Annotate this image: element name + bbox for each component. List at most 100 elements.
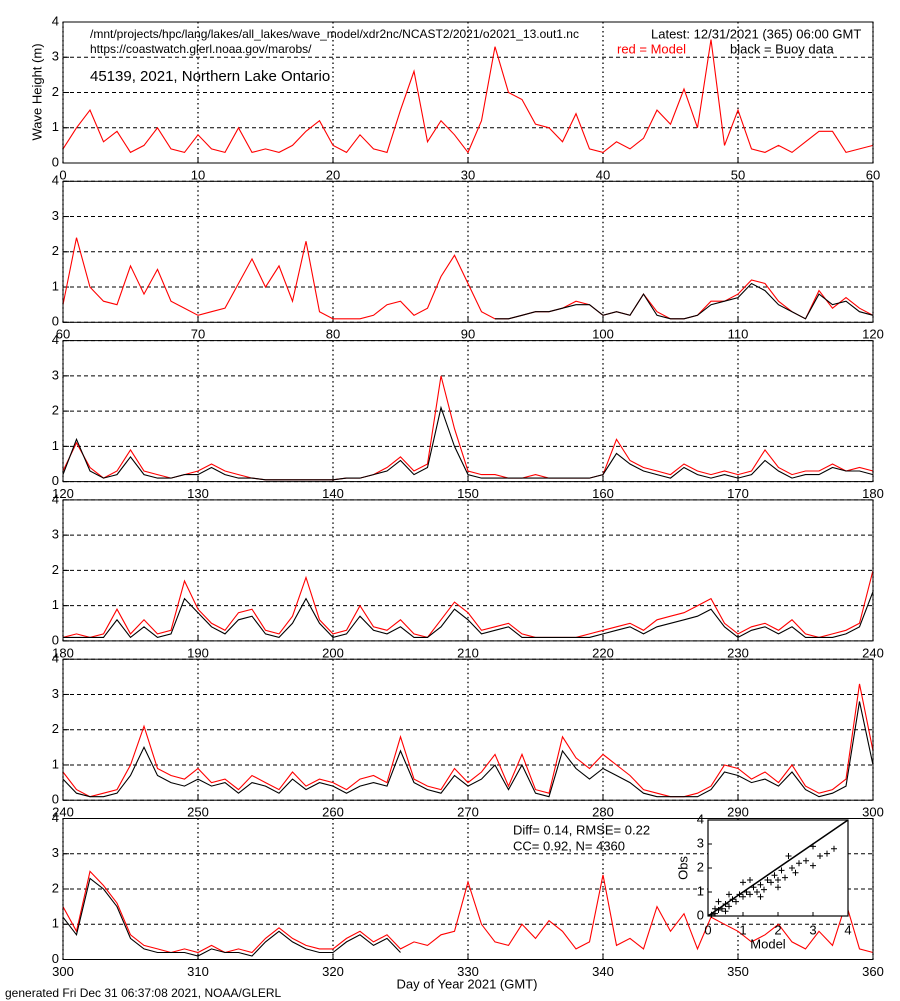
y-tick-label: 2 — [52, 562, 59, 577]
y-tick-label: 0 — [52, 473, 59, 488]
inset-x-tick-label: 1 — [739, 922, 746, 937]
y-tick-label: 1 — [52, 278, 59, 293]
x-tick-label: 360 — [862, 964, 884, 979]
inset-x-tick-label: 2 — [774, 922, 781, 937]
scatter-point — [712, 905, 718, 912]
x-tick-label: 120 — [52, 486, 74, 501]
series-line — [62, 701, 874, 798]
y-tick-label: 3 — [52, 686, 59, 701]
y-tick-label: 3 — [52, 367, 59, 382]
inset-y-tick-label: 0 — [697, 907, 704, 922]
inset-y-tick-label: 2 — [697, 859, 704, 874]
series-line — [62, 683, 874, 798]
scatter-point — [757, 893, 764, 900]
x-tick-label: 130 — [187, 486, 209, 501]
x-tick-label: 140 — [322, 486, 344, 501]
x-tick-label: 300 — [862, 805, 884, 820]
plot-frame — [62, 21, 874, 164]
x-tick-label: 210 — [457, 645, 479, 660]
scatter-point — [715, 898, 722, 905]
scatter-point — [757, 881, 764, 888]
scatter-point — [740, 893, 746, 900]
y-tick-label: 4 — [52, 651, 59, 666]
y-tick-label: 2 — [52, 880, 59, 895]
scatter-point — [750, 884, 757, 891]
y-tick-label: 2 — [52, 84, 59, 99]
x-tick-label: 90 — [461, 327, 475, 342]
scatter-point — [726, 891, 732, 898]
scatter-point — [778, 867, 785, 874]
y-tick-label: 1 — [52, 916, 59, 931]
y-tick-label: 0 — [52, 632, 59, 647]
x-tick-label: 200 — [322, 645, 344, 660]
y-tick-label: 4 — [52, 332, 59, 347]
scatter-point — [715, 907, 722, 913]
y-tick-label: 1 — [52, 597, 59, 612]
y-axis-label: Wave Height (m) — [29, 43, 44, 140]
scatter-point — [722, 901, 729, 907]
scatter-point — [803, 857, 809, 864]
x-tick-label: 70 — [191, 327, 205, 342]
scatter-point — [761, 886, 767, 893]
inset-x-tick-label: 0 — [704, 922, 711, 937]
legend-model: red = Model — [617, 41, 686, 56]
y-tick-label: 4 — [52, 491, 59, 506]
station: 45139, 2021, Northern Lake Ontario — [90, 68, 330, 85]
y-tick-label: 3 — [52, 845, 59, 860]
scatter-point — [768, 879, 774, 886]
inset-y-tick-label: 3 — [697, 835, 704, 850]
x-tick-label: 300 — [52, 964, 74, 979]
x-tick-label: 320 — [322, 964, 344, 979]
plot-frame — [62, 499, 874, 642]
x-tick-label: 10 — [191, 167, 205, 182]
plot-frame — [62, 340, 874, 483]
scatter-point — [775, 877, 781, 883]
series-line — [62, 237, 874, 320]
y-tick-label: 3 — [52, 208, 59, 223]
scatter-point — [747, 891, 753, 898]
stats-2: CC= 0.92, N= 4360 — [513, 838, 625, 853]
scatter-point — [792, 869, 799, 876]
inset-y-label: Obs — [675, 856, 690, 880]
y-tick-label: 2 — [52, 403, 59, 418]
plot-frame — [62, 180, 874, 323]
plot-frame — [62, 818, 874, 960]
scatter-point — [740, 879, 746, 886]
y-tick-label: 3 — [52, 527, 59, 542]
scatter-point — [726, 903, 732, 910]
y-tick-label: 4 — [52, 810, 59, 825]
scatter-point — [729, 896, 736, 903]
one-to-one-line — [707, 819, 849, 917]
scatter-point — [796, 860, 802, 867]
scatter-point — [736, 891, 743, 898]
x-tick-label: 180 — [862, 486, 884, 501]
scatter-point — [789, 865, 795, 871]
scatter-point — [775, 884, 781, 891]
y-tick-label: 0 — [52, 154, 59, 169]
x-tick-label: 60 — [866, 167, 880, 182]
x-tick-label: 290 — [727, 805, 749, 820]
inset-x-tick-label: 4 — [844, 922, 851, 937]
inset-frame — [707, 819, 849, 917]
scatter-point — [824, 850, 830, 857]
series-line — [62, 870, 874, 954]
x-tick-label: 50 — [731, 167, 745, 182]
url: https://coastwatch.glerl.noaa.gov/marobs… — [90, 42, 312, 56]
y-tick-label: 4 — [52, 13, 59, 28]
scatter-point — [810, 862, 816, 869]
scatter-point — [764, 877, 771, 883]
x-tick-label: 270 — [457, 805, 479, 820]
x-tick-label: 280 — [592, 805, 614, 820]
x-tick-label: 30 — [461, 167, 475, 182]
series-line — [495, 282, 874, 320]
x-tick-label: 110 — [728, 327, 749, 342]
x-tick-label: 250 — [187, 805, 209, 820]
scatter-point — [719, 905, 725, 912]
y-tick-label: 3 — [52, 49, 59, 64]
x-tick-label: 190 — [187, 645, 209, 660]
legend-buoy: black = Buoy data — [730, 41, 834, 56]
x-tick-label: 80 — [326, 327, 340, 342]
scatter-point — [743, 889, 750, 895]
series-line — [62, 39, 874, 154]
